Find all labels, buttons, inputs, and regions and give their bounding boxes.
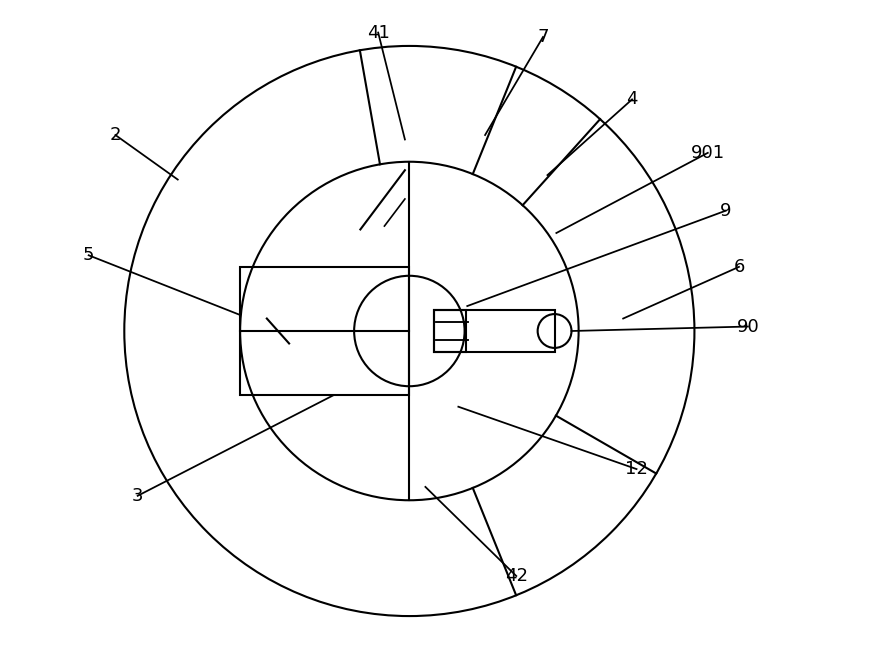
Text: 90: 90 (737, 318, 759, 336)
Text: 42: 42 (505, 567, 528, 585)
Text: 12: 12 (625, 460, 648, 478)
Text: 2: 2 (109, 126, 121, 144)
Text: 5: 5 (83, 246, 94, 264)
Text: 3: 3 (132, 487, 143, 505)
Text: 7: 7 (538, 28, 549, 46)
Bar (434, 310, 466, 352)
Text: 901: 901 (691, 144, 724, 162)
Text: 41: 41 (367, 24, 390, 42)
Bar (434, 310, 554, 352)
Text: 6: 6 (733, 258, 745, 276)
Text: 9: 9 (720, 202, 732, 220)
Text: 4: 4 (627, 91, 638, 109)
Bar (240, 267, 409, 395)
